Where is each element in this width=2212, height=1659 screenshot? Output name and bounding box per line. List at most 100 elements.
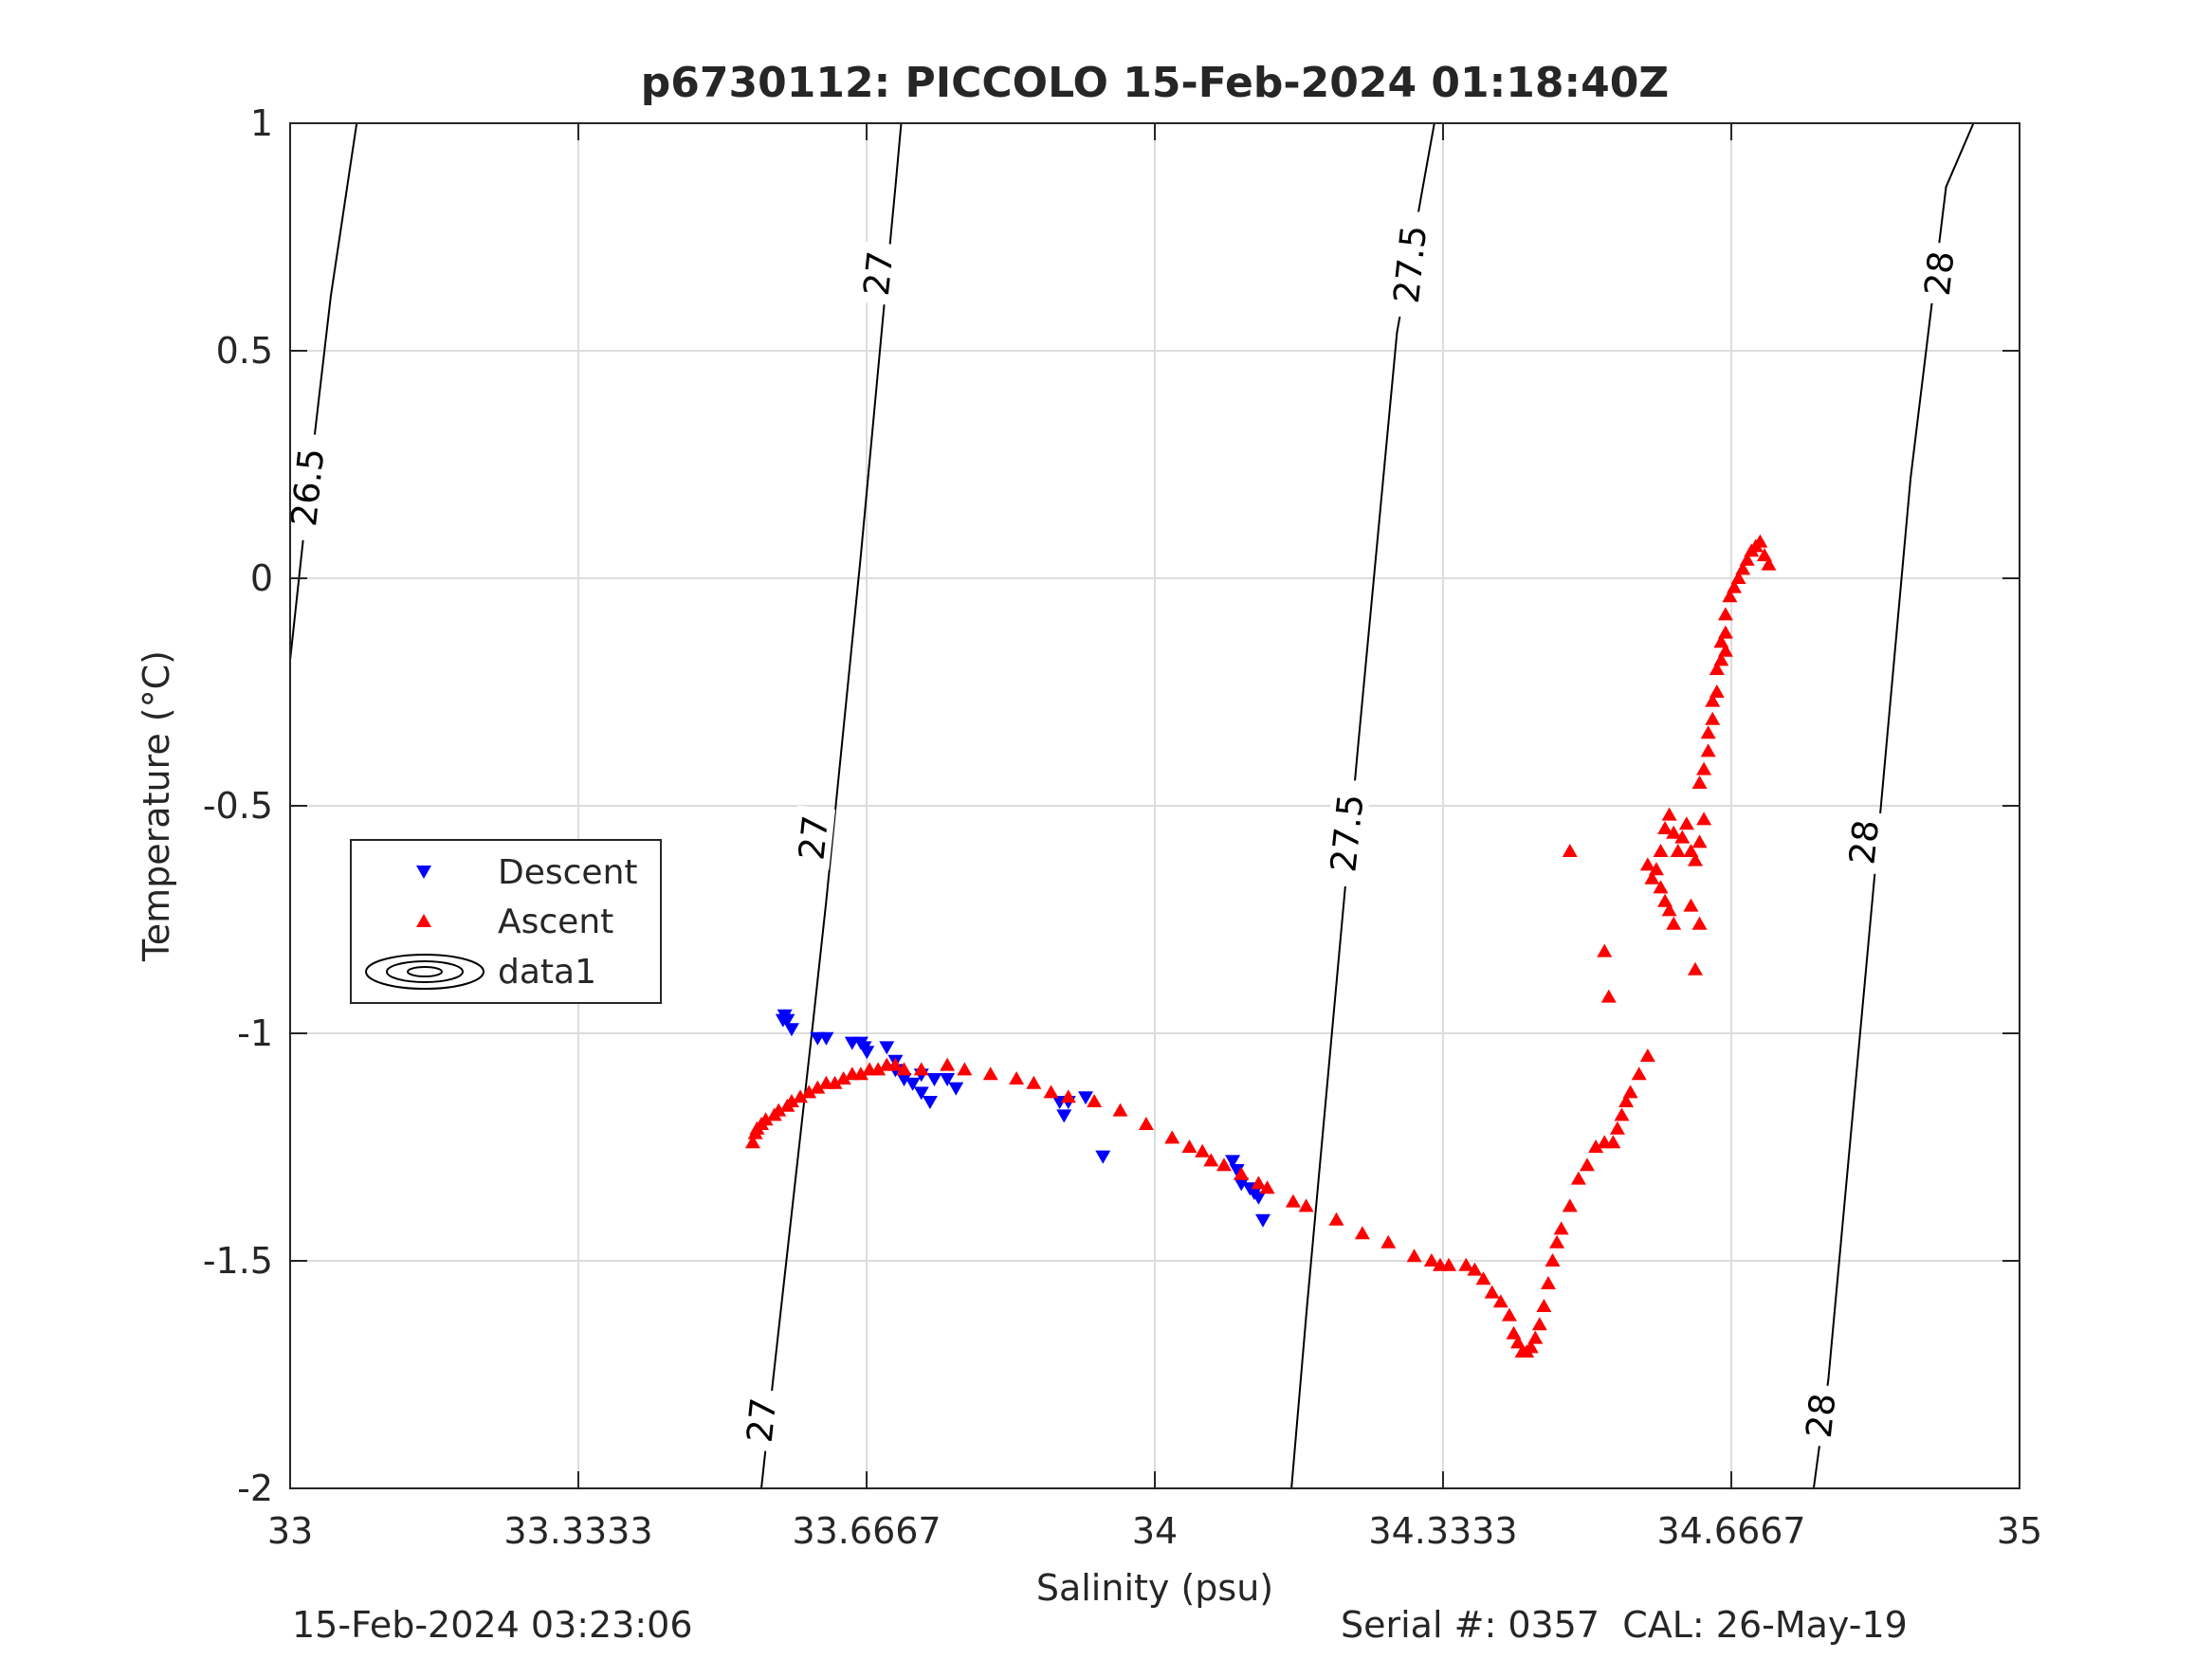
- x-tick-label: 33.3333: [503, 1510, 652, 1552]
- ascent-point: [1510, 1335, 1526, 1349]
- grid: [290, 123, 2020, 1488]
- ascent-point: [1691, 916, 1708, 930]
- ascent-point: [1696, 761, 1712, 775]
- ascent-point: [1605, 1135, 1621, 1149]
- ascent-point: [940, 1057, 956, 1071]
- contour-label: 27.5: [1385, 210, 1435, 319]
- ascent-point: [1527, 1330, 1544, 1344]
- ascent-point: [1112, 1103, 1128, 1117]
- descent-point: [1225, 1155, 1241, 1169]
- x-tick-label: 34.3333: [1368, 1510, 1517, 1552]
- descent-point: [779, 1013, 795, 1028]
- contour-label-text: 27.5: [1386, 224, 1435, 305]
- ascent-point: [1717, 625, 1733, 639]
- ascent-point: [1423, 1253, 1439, 1267]
- contour-label: 26.5: [283, 432, 332, 542]
- contour-label: 27: [739, 1388, 784, 1452]
- contour-label-text: 28: [1917, 249, 1963, 298]
- legend-contour-marker: [365, 954, 484, 990]
- contour-label-bg: [1916, 241, 1962, 306]
- ascent-point: [1722, 589, 1738, 603]
- descent-point: [783, 1023, 799, 1037]
- descent-point: [1255, 1213, 1271, 1228]
- ascent-point: [957, 1062, 973, 1076]
- ascent-point: [1666, 825, 1682, 839]
- contour-label-bg: [791, 805, 836, 870]
- ascent-point: [1251, 1176, 1267, 1190]
- y-tick-label: -2: [237, 1468, 273, 1509]
- ascent-point: [1700, 725, 1716, 739]
- ascent-point: [1644, 870, 1660, 884]
- ascent-point: [1614, 1107, 1630, 1121]
- ascent-point: [783, 1094, 799, 1107]
- ascent-point: [1683, 844, 1699, 857]
- ascent-point: [1688, 961, 1703, 975]
- descent-point: [1078, 1091, 1094, 1105]
- density-contours: 26.5 27 27 27 27.5 27.5 28 28 28: [283, 122, 1975, 1489]
- descent-point: [879, 1041, 895, 1055]
- ascent-point: [1653, 844, 1669, 857]
- contour-label: 28: [1841, 810, 1887, 875]
- ascent-point: [1730, 571, 1746, 584]
- y-tick-label: 0: [250, 557, 273, 599]
- ascent-point: [1597, 943, 1613, 957]
- ascent-point: [1354, 1226, 1370, 1240]
- ascent-point: [1536, 1299, 1552, 1312]
- contour-label-bg: [739, 1388, 784, 1452]
- legend-box: [350, 839, 662, 1004]
- ascent-point: [1060, 1089, 1076, 1103]
- ascent-series: [744, 534, 1777, 1358]
- descent-point: [913, 1086, 929, 1101]
- contour-label: 28: [1798, 1383, 1844, 1449]
- descent-point: [859, 1046, 875, 1060]
- legend: Descent Ascent data1: [350, 839, 662, 1004]
- x-tick-label: 33: [267, 1510, 313, 1552]
- ascent-point: [1691, 834, 1708, 848]
- ascent-point: [1570, 1171, 1586, 1185]
- ascent-point: [1298, 1198, 1314, 1212]
- ascent-point: [1043, 1085, 1059, 1099]
- ascent-point: [1752, 534, 1768, 548]
- ascent-point: [982, 1066, 998, 1081]
- ascent-point: [1458, 1257, 1474, 1271]
- legend-ascent-label: Ascent: [498, 902, 613, 941]
- ascent-point: [1138, 1117, 1154, 1130]
- ascent-point: [1648, 862, 1664, 876]
- ascent-point: [1678, 816, 1694, 830]
- contour-label-bg: [1798, 1383, 1843, 1449]
- footer-serial-cal: Serial #: 0357 CAL: 26-May-19: [1341, 1604, 1908, 1646]
- ascent-point: [1540, 1276, 1556, 1289]
- ascent-point: [827, 1075, 843, 1089]
- ascent-point: [1203, 1153, 1219, 1167]
- legend-descent-marker: [416, 866, 431, 879]
- descent-point: [1056, 1109, 1072, 1123]
- y-tick-label: 0.5: [216, 330, 273, 372]
- ascent-point: [1618, 1094, 1635, 1107]
- legend-contour-label: data1: [498, 953, 596, 992]
- contour-label-bg: [283, 432, 332, 542]
- x-axis-label: Salinity (psu): [1036, 1567, 1273, 1609]
- ascent-point: [1717, 643, 1733, 657]
- ascent-point: [1164, 1130, 1180, 1144]
- ascent-point: [1653, 880, 1669, 894]
- descent-point: [896, 1073, 912, 1086]
- descent-point: [905, 1077, 921, 1091]
- contour-label-bg: [1385, 210, 1435, 319]
- ascent-point: [1484, 1285, 1500, 1299]
- descent-point: [1234, 1177, 1250, 1192]
- y-tick-label: -1.5: [203, 1240, 273, 1282]
- contour-label: 27: [791, 805, 836, 870]
- ascent-point: [1622, 1085, 1638, 1099]
- x-tick-label: 34.6667: [1656, 1510, 1805, 1552]
- ascent-point: [1588, 1139, 1604, 1153]
- descent-point: [926, 1073, 942, 1086]
- ascent-point: [1657, 821, 1673, 834]
- ascent-point: [1609, 1121, 1625, 1135]
- ascent-point: [1705, 711, 1721, 725]
- ascent-point: [1639, 1048, 1655, 1062]
- ascent-point: [1631, 1066, 1647, 1081]
- contour-label-text: 27: [791, 813, 836, 862]
- ascent-point: [1467, 1262, 1483, 1276]
- descent-point: [1095, 1150, 1111, 1164]
